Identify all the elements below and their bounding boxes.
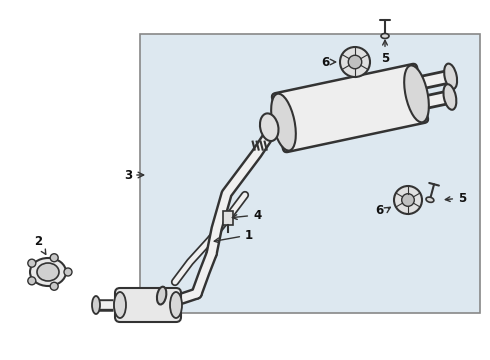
Ellipse shape: [443, 84, 456, 110]
Bar: [140, 34, 480, 313]
Circle shape: [394, 186, 422, 214]
Circle shape: [64, 268, 72, 276]
Text: 3: 3: [124, 168, 132, 181]
Ellipse shape: [170, 292, 182, 318]
Ellipse shape: [114, 292, 126, 318]
Ellipse shape: [381, 33, 389, 39]
Text: 5: 5: [381, 40, 389, 65]
FancyBboxPatch shape: [115, 288, 181, 322]
Text: 6: 6: [322, 55, 330, 68]
Circle shape: [50, 254, 58, 262]
Ellipse shape: [30, 258, 66, 286]
Circle shape: [348, 55, 362, 69]
Ellipse shape: [271, 94, 296, 150]
Circle shape: [402, 194, 415, 206]
Text: 4: 4: [232, 208, 261, 221]
Ellipse shape: [260, 113, 278, 141]
Ellipse shape: [404, 66, 429, 122]
Text: 6: 6: [376, 203, 384, 216]
Text: 2: 2: [34, 235, 46, 254]
Circle shape: [50, 282, 58, 290]
Bar: [223, 211, 233, 225]
Ellipse shape: [426, 197, 434, 202]
Text: 5: 5: [445, 192, 466, 204]
FancyBboxPatch shape: [272, 64, 428, 152]
Ellipse shape: [444, 64, 457, 89]
Ellipse shape: [157, 287, 166, 305]
Circle shape: [28, 259, 36, 267]
Ellipse shape: [92, 296, 100, 314]
Circle shape: [340, 47, 370, 77]
Circle shape: [28, 277, 36, 285]
Ellipse shape: [37, 263, 59, 281]
Text: 1: 1: [214, 229, 253, 243]
